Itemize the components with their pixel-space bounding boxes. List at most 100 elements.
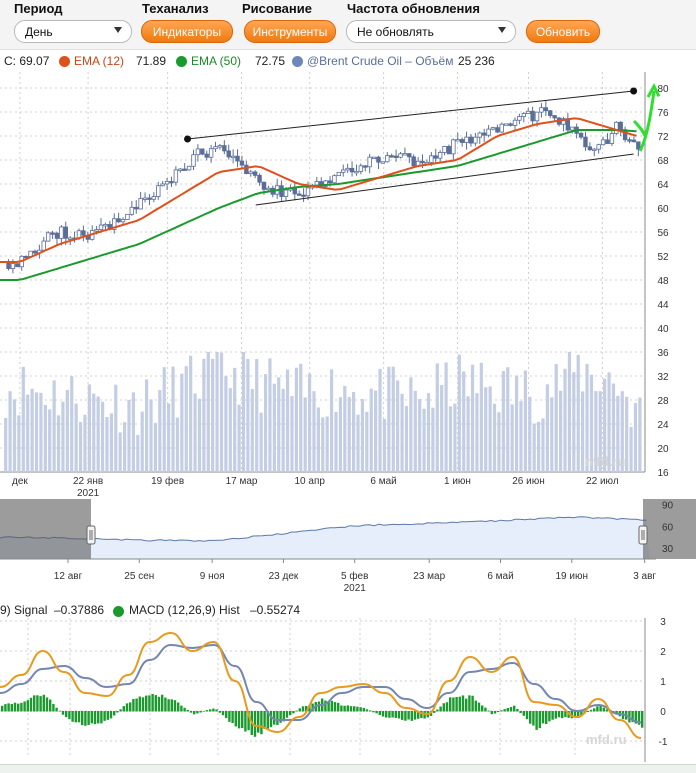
macd-hist-bar — [269, 711, 273, 728]
volume-bar — [303, 397, 307, 472]
volume-bar — [61, 401, 65, 472]
candle-body — [200, 148, 205, 155]
candle-body — [178, 168, 183, 171]
x-tick-label: 6 май — [370, 476, 396, 487]
macd-hist-bar — [68, 711, 71, 720]
navigator-year: 2021 — [344, 583, 367, 594]
macd-hist-bar — [410, 711, 413, 721]
refresh-select[interactable]: Не обновлять — [346, 20, 516, 43]
candle-body — [297, 193, 302, 196]
macd-hist-bar — [106, 711, 109, 720]
navigator-handle[interactable] — [638, 525, 648, 545]
candle-body — [495, 127, 500, 133]
macd-hist-bar — [500, 710, 503, 712]
macd-hist-bar — [4, 704, 7, 712]
macd-hist-bar — [554, 711, 557, 719]
volume-bar — [594, 391, 598, 472]
candle-body — [15, 263, 20, 268]
toolbar: Период День Теханализ Индикаторы Рисован… — [0, 0, 696, 50]
period-select[interactable]: День — [14, 20, 132, 43]
macd-hist-bar — [436, 709, 439, 712]
macd-hist-bar — [132, 698, 135, 712]
ema50-line — [0, 129, 637, 281]
y-tick-label: 76 — [657, 108, 669, 119]
volume-bar — [197, 398, 202, 472]
price-chart[interactable]: 80 76 72 68 64 60 56 52 48 44 40 36 32 28 24 20 16 дек 22 … — [0, 72, 696, 500]
volume-bar — [17, 415, 21, 472]
tools-button[interactable]: Инструменты — [244, 20, 336, 43]
volume-bar — [175, 417, 180, 472]
macd-hist-bar — [481, 705, 484, 712]
candle-body — [451, 139, 456, 155]
volume-bar — [497, 412, 501, 472]
macd-hist-bar — [516, 708, 519, 712]
candle-body — [327, 180, 333, 184]
candle-body — [239, 160, 245, 166]
macd-hist-bar — [151, 693, 154, 712]
macd-hist-bar — [330, 700, 333, 712]
macd-hist-bar — [417, 711, 420, 719]
macd-line — [0, 631, 642, 739]
macd-hist-bar — [266, 711, 269, 730]
volume-bar — [611, 383, 616, 472]
candle-body — [398, 153, 403, 158]
ema50-dot-icon — [176, 56, 187, 67]
volume-bar — [233, 367, 237, 472]
volume-bar — [598, 391, 602, 472]
y-tick-label: 56 — [657, 228, 669, 239]
macd-hist-bar — [362, 707, 365, 712]
volume-bar — [365, 411, 369, 472]
candle-body — [301, 194, 306, 197]
volume-bar — [56, 415, 61, 472]
channel-upper-line[interactable] — [187, 90, 634, 140]
macd-hist-bar — [65, 711, 68, 718]
volume-bar — [149, 399, 153, 472]
macd-hist-bar — [535, 711, 538, 730]
navigator-y-tick: 90 — [662, 501, 674, 512]
candle-body — [222, 145, 227, 152]
candle-body — [63, 226, 68, 239]
y-tick-label: 40 — [657, 324, 669, 335]
hist-label: MACD (12,26,9) Hist — [129, 603, 240, 617]
candle-body — [627, 139, 632, 142]
navigator-chart[interactable]: 90 60 30 12 авг 25 сен 9 ноя 23 дек 5 фев 23 мар… — [0, 499, 696, 601]
candle-body — [614, 121, 619, 134]
candle-body — [583, 136, 588, 148]
volume-bar — [281, 388, 285, 472]
indicators-button[interactable]: Индикаторы — [141, 20, 233, 43]
volume-bar — [501, 371, 505, 472]
macd-hist-bar — [545, 711, 548, 724]
candle-body — [631, 139, 637, 143]
candle-body — [605, 139, 610, 144]
macd-hist-bar — [561, 711, 564, 719]
channel-handle[interactable] — [630, 87, 638, 95]
volume-bar — [581, 391, 585, 472]
macd-hist-bar — [97, 711, 100, 724]
volume-bar — [356, 414, 360, 472]
navigator-handle[interactable] — [86, 525, 96, 545]
candle-body — [305, 187, 311, 197]
volume-bar — [321, 417, 325, 472]
refresh-button[interactable]: Обновить — [526, 20, 600, 43]
macd-hist-bar — [407, 711, 410, 720]
macd-hist-bar — [145, 695, 148, 712]
macd-hist-bar — [557, 711, 561, 718]
channel-handle[interactable] — [184, 135, 192, 143]
macd-hist-bar — [100, 711, 103, 724]
macd-hist-bar — [340, 705, 343, 712]
macd-chart[interactable]: 3 2 1 0 -1 mfd.ru — [0, 618, 696, 764]
y-tick-label: 20 — [657, 444, 669, 455]
macd-hist-bar — [541, 711, 545, 724]
macd-hist-bar — [477, 702, 481, 712]
macd-hist-bar — [413, 711, 417, 720]
volume-bar — [545, 384, 549, 472]
channel-lower-line[interactable] — [255, 153, 634, 206]
macd-hist-bar — [71, 711, 74, 722]
volume-bar — [312, 391, 316, 472]
navigator-x-tick: 23 мар — [413, 571, 445, 582]
macd-hist-bar — [641, 711, 644, 728]
candle-body — [570, 126, 575, 131]
volume-bar — [523, 370, 527, 472]
volume-bar — [12, 399, 17, 472]
volume-bar — [448, 406, 453, 472]
